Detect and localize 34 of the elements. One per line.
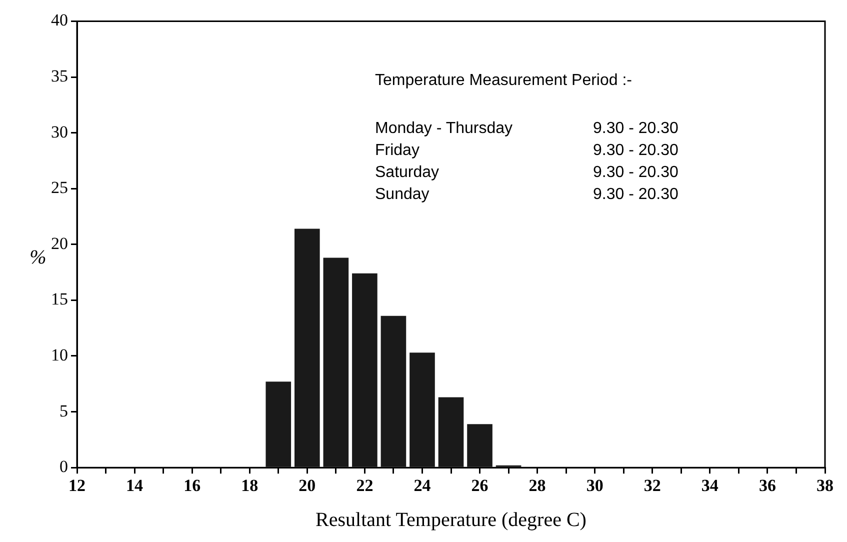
y-tick-label: 0	[60, 457, 68, 476]
x-tick-label: 38	[816, 476, 834, 496]
annotation: 9.30 - 20.30	[593, 164, 678, 182]
y-tick-label: 30	[51, 122, 68, 142]
annotation: 9.30 - 20.30	[593, 142, 678, 160]
y-tick-label: 15	[51, 290, 68, 309]
y-tick-label: 35	[51, 66, 68, 86]
x-tick-label: 26	[471, 476, 488, 496]
y-tick-label: 5	[60, 401, 68, 420]
x-axis-title: Resultant Temperature (degree C)	[316, 509, 586, 531]
x-tick-label: 18	[241, 476, 258, 496]
x-tick-label: 22	[356, 476, 374, 496]
y-tick-label: 40	[51, 10, 68, 30]
annotation: Monday - Thursday	[375, 120, 513, 138]
x-tick-label: 28	[528, 476, 546, 496]
x-tick-label: 16	[184, 476, 201, 496]
y-tick-label: 10	[51, 345, 68, 364]
annotation: 9.30 - 20.30	[593, 186, 678, 204]
x-tick-label: 12	[68, 476, 86, 496]
y-tick-label: 25	[51, 178, 68, 198]
annotation: Sunday	[375, 186, 430, 204]
y-axis-title: %	[30, 246, 46, 269]
x-tick-label: 20	[298, 476, 316, 496]
x-tick-label: 14	[126, 476, 144, 496]
annotation: Friday	[375, 142, 420, 160]
y-tick-label: 20	[51, 234, 68, 253]
x-tick-label: 36	[758, 476, 776, 496]
annotation: Temperature Measurement Period :-	[375, 72, 632, 90]
annotation: 9.30 - 20.30	[593, 120, 678, 138]
x-tick-label: 30	[586, 476, 604, 496]
x-tick-label: 24	[414, 476, 432, 496]
x-tick-label: 34	[701, 476, 719, 496]
annotation: Saturday	[375, 164, 440, 182]
x-tick-label: 32	[644, 476, 661, 496]
